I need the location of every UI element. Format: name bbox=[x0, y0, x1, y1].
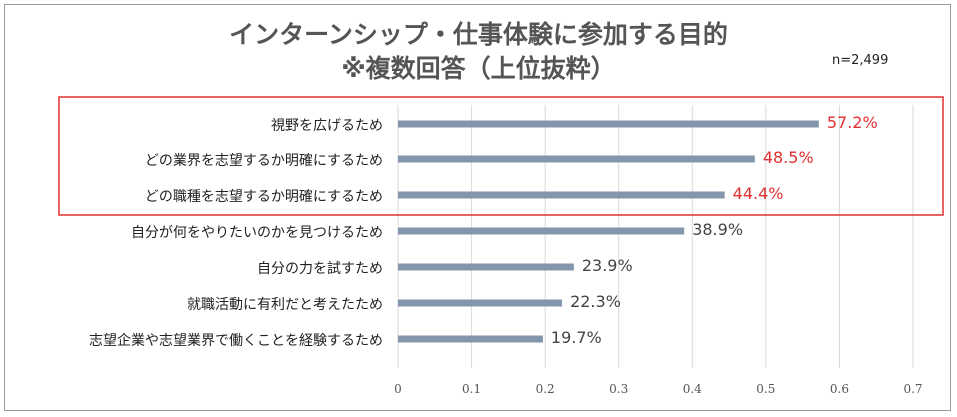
category-label: 就職活動に有利だと考えたため bbox=[187, 297, 383, 313]
bar bbox=[398, 191, 725, 199]
value-label: 23.9% bbox=[582, 256, 633, 275]
x-tick-label: 0.1 bbox=[462, 382, 481, 396]
value-label: 57.2% bbox=[827, 113, 878, 132]
highlight-box bbox=[58, 96, 944, 216]
chart-frame bbox=[4, 4, 951, 411]
category-label: 志望企業や志望業界で働くことを経験するため bbox=[89, 332, 383, 349]
bar bbox=[398, 155, 755, 163]
x-tick-label: 0.5 bbox=[756, 382, 775, 396]
x-tick-label: 0.6 bbox=[830, 382, 849, 396]
category-label: 視野を広げるため bbox=[271, 118, 383, 134]
category-label: どの職種を志望するか明確にするため bbox=[145, 189, 383, 205]
category-label: 自分が何をやりたいのかを見つけるため bbox=[131, 225, 383, 241]
value-label: 38.9% bbox=[692, 220, 743, 239]
category-labels: 視野を広げるためどの業界を志望するか明確にするためどの職種を志望するか明確にする… bbox=[89, 118, 383, 349]
value-labels: 57.2% 48.5% 44.4% 38.9% 23.9% 22.3% 19.7% bbox=[551, 113, 878, 347]
category-label: どの業界を志望するか明確にするため bbox=[145, 153, 383, 169]
bar bbox=[398, 335, 543, 343]
x-tick-label: 0 bbox=[394, 382, 402, 396]
bar bbox=[398, 263, 574, 271]
x-tick-label: 0.2 bbox=[536, 382, 555, 396]
bars bbox=[398, 120, 819, 343]
value-label: 44.4% bbox=[733, 184, 784, 203]
bar bbox=[398, 299, 563, 307]
x-axis-ticks: 0 0.1 0.2 0.3 0.4 0.5 0.6 0.7 bbox=[394, 382, 922, 396]
category-label: 自分の力を試すため bbox=[257, 261, 383, 277]
value-label: 48.5% bbox=[763, 148, 814, 167]
bar bbox=[398, 120, 819, 128]
x-tick-label: 0.4 bbox=[683, 382, 702, 396]
x-tick-label: 0.7 bbox=[903, 382, 922, 396]
chart-title: インターンシップ・仕事体験に参加する目的 ※複数回答（上位抜粋） bbox=[229, 20, 728, 83]
x-tick-label: 0.3 bbox=[609, 382, 628, 396]
gridlines bbox=[397, 105, 914, 368]
value-label: 19.7% bbox=[551, 328, 602, 347]
sample-size-note: n=2,499 bbox=[832, 53, 889, 68]
value-label: 22.3% bbox=[570, 292, 621, 311]
bar bbox=[398, 227, 685, 235]
